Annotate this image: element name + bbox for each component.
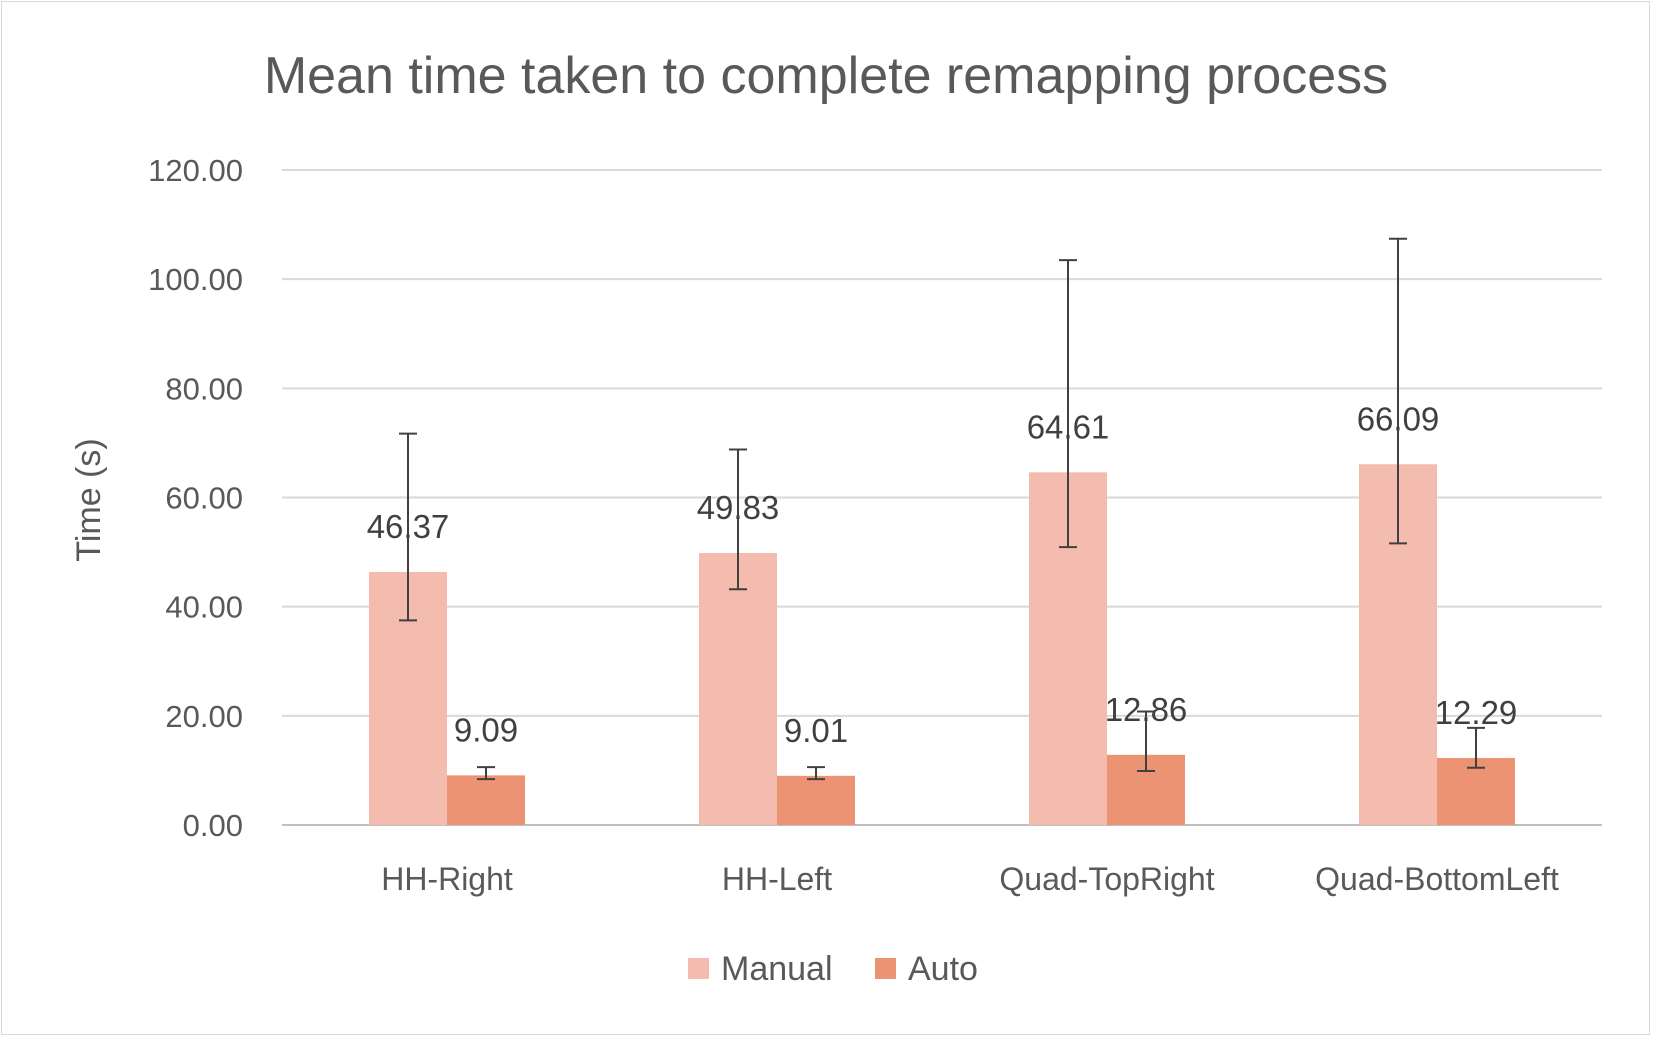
x-tick-label: Quad-BottomLeft	[1315, 861, 1559, 897]
data-label-auto: 9.09	[454, 711, 518, 748]
data-label-manual: 66.09	[1357, 400, 1440, 437]
y-tick-label: 60.00	[165, 481, 243, 516]
legend: Manual Auto	[688, 950, 978, 988]
y-axis-ticks: 0.00 20.00 40.00 60.00 80.00 100.00 120.00	[148, 153, 243, 843]
y-tick-label: 80.00	[165, 371, 243, 406]
y-tick-label: 0.00	[183, 808, 243, 843]
data-label-manual: 46.37	[367, 508, 450, 545]
x-tick-label: HH-Right	[381, 861, 513, 897]
data-label-manual: 64.61	[1027, 408, 1110, 445]
bar-auto	[1437, 757, 1515, 825]
bar-auto	[777, 775, 855, 825]
bars	[369, 464, 1515, 825]
y-tick-label: 20.00	[165, 699, 243, 734]
error-bars	[399, 237, 1485, 781]
y-axis-label: Time (s)	[70, 438, 108, 561]
y-tick-label: 120.00	[148, 153, 243, 188]
legend-swatch-auto	[875, 958, 896, 979]
y-tick-label: 100.00	[148, 262, 243, 297]
legend-label-manual: Manual	[721, 950, 833, 988]
bar-manual	[699, 553, 777, 825]
data-labels: 46.37 9.09 49.83 9.01 64.61 12.86 66.09 12.29	[367, 400, 1518, 749]
x-axis-ticks: HH-Right HH-Left Quad-TopRight Quad-BottomL…	[381, 861, 1559, 897]
legend-label-auto: Auto	[908, 950, 978, 988]
chart-title: Mean time taken to complete remapping pr…	[264, 47, 1388, 105]
data-label-manual: 49.83	[697, 489, 780, 526]
bar-auto	[447, 775, 525, 825]
x-tick-label: HH-Left	[722, 861, 832, 897]
data-label-auto: 9.01	[784, 712, 848, 749]
y-tick-label: 40.00	[165, 590, 243, 625]
data-label-auto: 12.29	[1435, 694, 1518, 731]
legend-swatch-manual	[688, 958, 709, 979]
data-label-auto: 12.86	[1105, 691, 1188, 728]
x-tick-label: Quad-TopRight	[999, 861, 1214, 897]
